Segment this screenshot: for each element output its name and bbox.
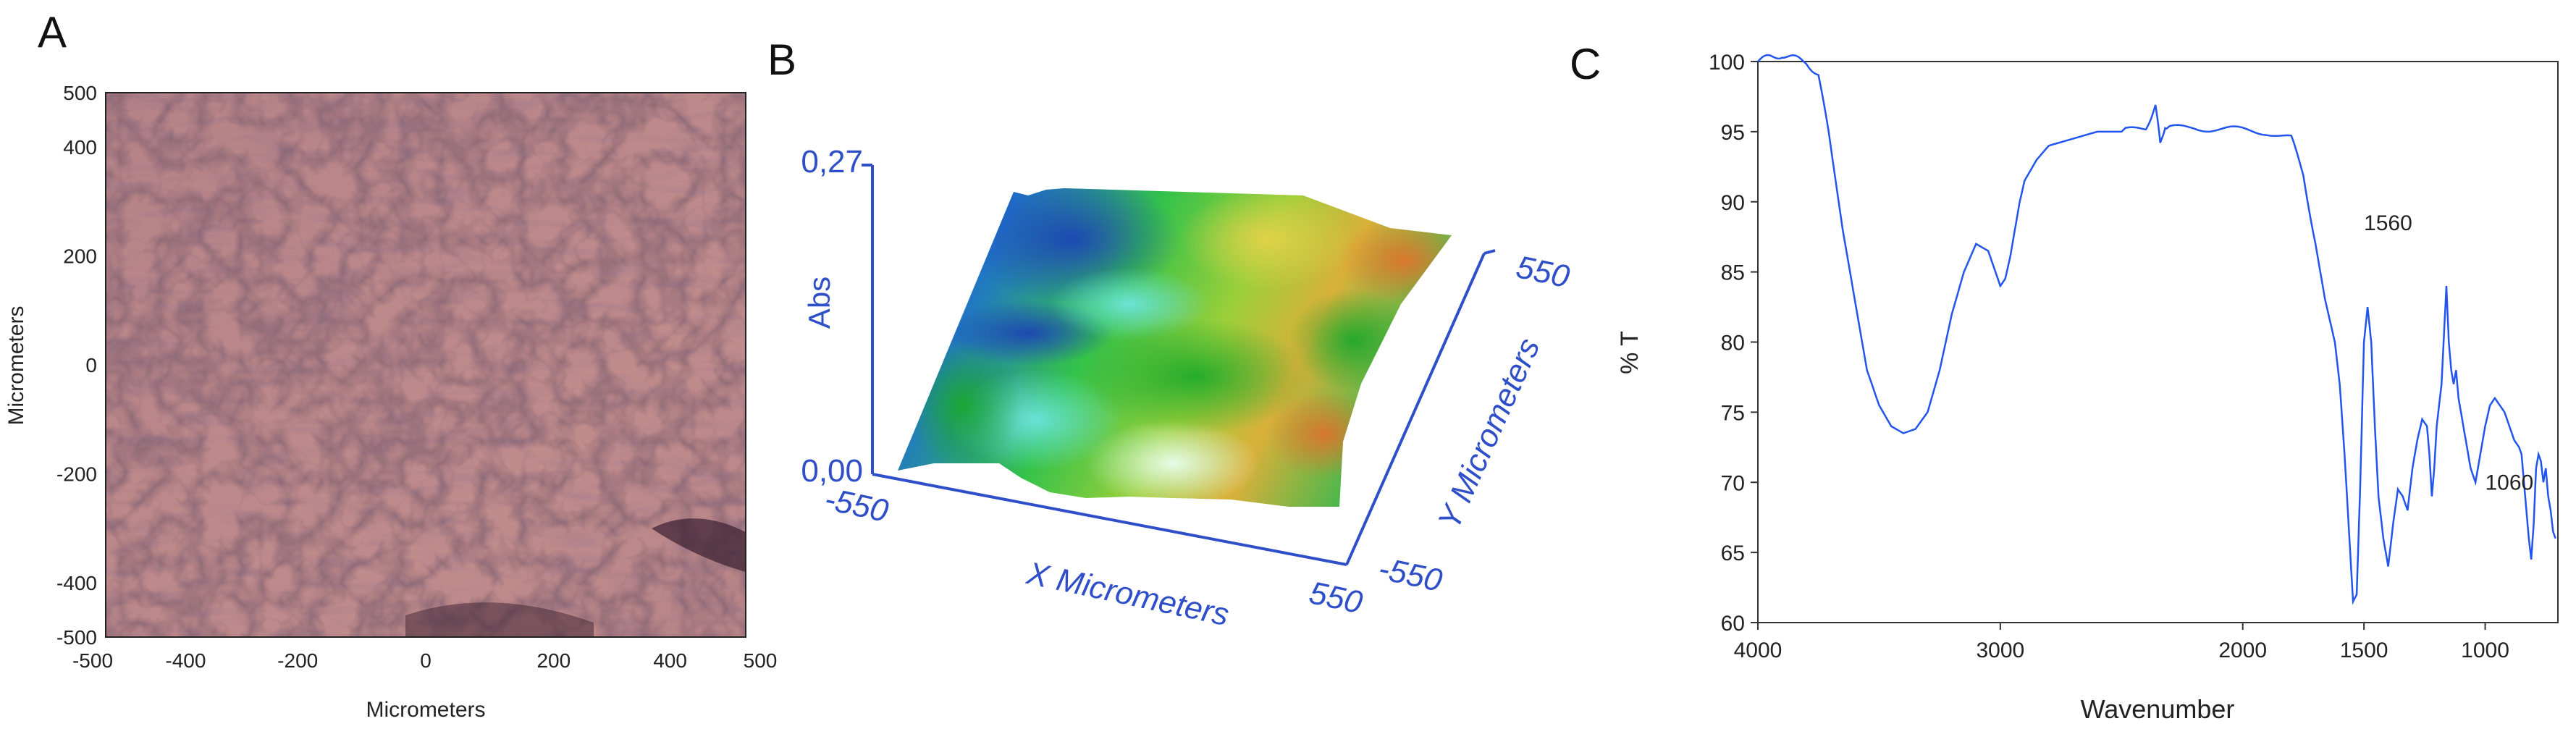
panel-a: 500 400 200 0 -200 -400 -500 -500 -400 -200 0 200 4… (4, 82, 777, 722)
panel-c-x-tick-label: 4000 (1734, 639, 1782, 662)
panel-a-x-tick-label: 0 (420, 649, 432, 672)
panel-b-y-axis-tick (1483, 249, 1496, 255)
panel-b-x-axis-label: X Micrometers (1023, 555, 1232, 633)
panel-b: 0,27 0,00 Abs -550 550 X Micrometers -55… (801, 144, 1573, 633)
panel-b-x-axis (872, 473, 1347, 566)
panel-a-y-tick-label: -400 (56, 572, 97, 594)
panel-c-x-tick-label: 2000 (2218, 639, 2267, 662)
panel-c-y-tick-label: 90 (1721, 191, 1745, 215)
surface-blob-green-3 (1289, 290, 1419, 391)
panel-a-x-tick-label: -400 (165, 649, 206, 672)
panel-a-y-tick-label: 0 (85, 354, 97, 376)
panel-c-y-axis-label: % T (1616, 331, 1643, 374)
panel-c-x-ticks: 4000 3000 2000 1500 1000 (1734, 623, 2509, 662)
panel-c-series (1757, 54, 2556, 605)
panel-b-x-min-label: -550 (822, 481, 892, 529)
panel-c-y-tick-label: 100 (1709, 51, 1745, 75)
panel-label-c: C (1570, 40, 1601, 88)
panel-c-y-tick-label: 60 (1721, 612, 1745, 636)
panel-a-x-tick-label: 500 (744, 649, 778, 672)
panel-a-y-tick-label: 400 (63, 136, 97, 159)
panel-c-annotations: 1560 1060 (2364, 211, 2533, 494)
panel-a-y-tick-label: 500 (63, 82, 97, 104)
panel-a-x-tick-label: -200 (277, 649, 318, 672)
panel-c-x-tick-label: 3000 (1976, 639, 2024, 662)
panel-c-y-tick-label: 80 (1721, 332, 1745, 355)
panel-c-y-ticks: 100 95 90 85 80 75 70 65 60 (1709, 51, 1758, 636)
surface-blob-green-1 (1079, 319, 1310, 434)
panel-c-x-axis-label: Wavenumber (2081, 694, 2235, 724)
panel-b-z-max-label: 0,27 (801, 144, 863, 180)
panel-c-annotation: 1560 (2364, 211, 2412, 235)
panel-label-b: B (767, 35, 797, 84)
panel-b-surface (898, 188, 1452, 507)
panel-c-y-tick-label: 70 (1721, 471, 1745, 495)
panel-c-series-line-0 (1757, 54, 2556, 605)
panel-a-x-axis-label: Micrometers (366, 698, 485, 722)
micrograph-dark-region-bottom (405, 602, 594, 637)
panel-a-y-tick-label: -200 (56, 463, 97, 485)
panel-c-y-tick-label: 85 (1721, 261, 1745, 285)
panel-c-y-tick-label: 95 (1721, 121, 1745, 145)
micrograph-blotches (106, 93, 746, 637)
panel-b-z-axis-label: Abs (802, 277, 836, 329)
panel-a-y-tick-label: -500 (56, 626, 97, 649)
panel-a-y-axis-label: Micrometers (4, 305, 28, 425)
panel-c-x-tick-label: 1000 (2461, 639, 2509, 662)
panel-c-y-tick-label: 65 (1721, 542, 1745, 565)
panel-a-y-tick-label: 200 (63, 245, 97, 268)
panel-c: 100 95 90 85 80 75 70 65 60 4000 3000 2000 1500 1000… (1616, 51, 2559, 724)
panel-c-annotation: 1060 (2485, 471, 2533, 494)
surface-blob-yellow (1180, 188, 1354, 290)
panel-a-x-tick-label: 400 (653, 649, 687, 672)
panel-a-x-tick-label: -500 (72, 649, 113, 672)
panel-c-x-tick-label: 1500 (2340, 639, 2388, 662)
panel-b-x-max-label: 550 (1306, 575, 1366, 620)
panel-a-x-tick-label: 200 (536, 649, 571, 672)
panel-a-y-ticks: 500 400 200 0 -200 -400 -500 (56, 82, 97, 649)
panel-b-y-min-label: -550 (1376, 551, 1446, 599)
panel-a-x-ticks: -500 -400 -200 0 200 400 500 (72, 649, 777, 672)
panel-b-y-axis (1345, 253, 1486, 565)
panel-label-a: A (38, 8, 67, 56)
panel-a-frame (105, 92, 746, 638)
panel-b-z-min-label: 0,00 (801, 453, 863, 489)
surface-blob-green-2 (905, 340, 1021, 471)
panel-c-frame (1757, 61, 2559, 623)
micrograph-dark-region (652, 518, 746, 572)
panel-c-y-tick-label: 75 (1721, 401, 1745, 425)
surface-blob-white (1086, 420, 1260, 507)
panel-b-y-axis-label: Y Micrometers (1431, 333, 1547, 534)
panel-b-y-max-label: 550 (1513, 249, 1573, 295)
